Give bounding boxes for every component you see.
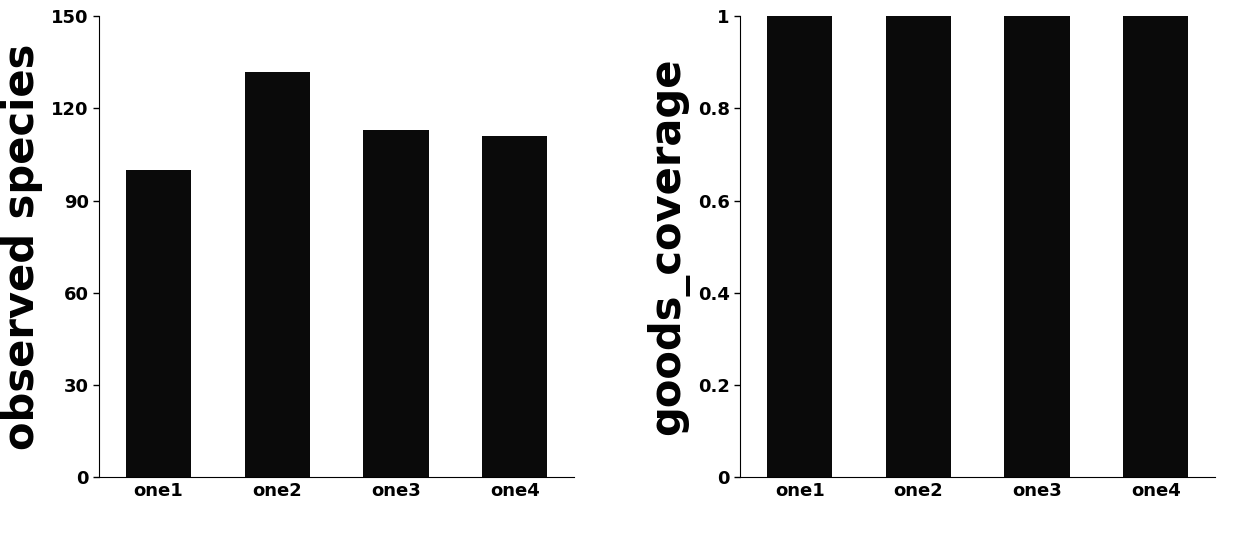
Bar bbox=[1123, 16, 1188, 477]
Bar bbox=[885, 16, 951, 477]
Bar bbox=[482, 136, 547, 477]
Bar bbox=[126, 170, 191, 477]
Y-axis label: goods_coverage: goods_coverage bbox=[646, 58, 689, 435]
Bar bbox=[1004, 16, 1070, 477]
Y-axis label: observed species: observed species bbox=[1, 43, 43, 450]
Bar bbox=[768, 16, 832, 477]
Bar bbox=[244, 72, 310, 477]
Bar bbox=[363, 130, 429, 477]
